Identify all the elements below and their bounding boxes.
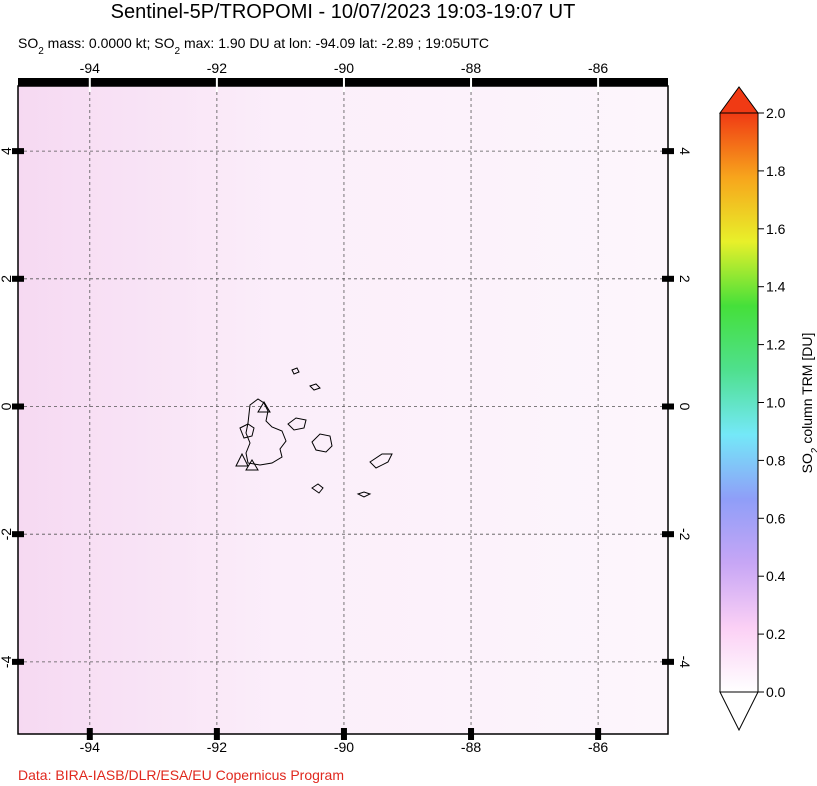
colorbar-tick-label: 1.0 xyxy=(766,395,786,411)
colorbar-tick-label: 1.4 xyxy=(766,279,786,295)
y-tick-label: 0 xyxy=(0,402,14,410)
y-tick-label: -2 xyxy=(0,528,14,541)
x-tick-label: -94 xyxy=(80,60,100,76)
y-tick-label: 2 xyxy=(677,275,693,283)
x-tick-label: -90 xyxy=(334,739,354,755)
plot xyxy=(18,86,668,734)
x-tick-label: -94 xyxy=(80,739,100,755)
subtitle-part: SO xyxy=(18,35,38,51)
chart-title: Sentinel-5P/TROPOMI - 10/07/2023 19:03-1… xyxy=(111,1,576,23)
x-tick-label: -88 xyxy=(461,739,481,755)
y-tick-label: 0 xyxy=(677,403,693,411)
y-tick-label: -4 xyxy=(0,655,14,668)
colorbar-tick-label: 0.0 xyxy=(766,684,786,700)
subtitle: SO2 mass: 0.0000 kt; SO2 max: 1.90 DU at… xyxy=(18,35,489,57)
colorbar-under xyxy=(719,691,759,732)
colorbar-label-part: SO xyxy=(799,453,815,473)
colorbar-tick-label: 0.4 xyxy=(766,568,786,584)
colorbar-over xyxy=(719,86,759,114)
y-tick-label: 4 xyxy=(0,147,14,155)
x-tick-label: -86 xyxy=(588,739,608,755)
subtitle-part: 2 xyxy=(38,46,44,57)
colorbar-tick-label: 2.0 xyxy=(766,105,786,121)
y-tick-label: 2 xyxy=(0,275,14,283)
islands xyxy=(235,367,393,498)
subtitle-part: max: 1.90 DU at lon: -94.09 lat: -2.89 ;… xyxy=(180,35,489,51)
colorbar-tick-label: 1.2 xyxy=(766,337,786,353)
colorbar-tick-label: 1.6 xyxy=(766,221,786,237)
x-tick-label: -92 xyxy=(207,739,227,755)
x-tick-label: -92 xyxy=(207,60,227,76)
colorbar-tick-label: 0.2 xyxy=(766,626,786,642)
credit: Data: BIRA-IASB/DLR/ESA/EU Copernicus Pr… xyxy=(18,767,344,783)
colorbar-label-part: column TRM [DU] xyxy=(799,333,815,448)
y-tick-label: -4 xyxy=(677,656,693,669)
colorbar-label-part: 2 xyxy=(810,447,817,453)
map-area xyxy=(18,86,668,734)
colorbar-tick-label: 1.8 xyxy=(766,163,786,179)
x-tick-label: -88 xyxy=(461,60,481,76)
colorbar-label: SO2 column TRM [DU] xyxy=(799,333,817,474)
colorbar-tick-label: 0.6 xyxy=(766,510,786,526)
y-tick-label: 4 xyxy=(677,147,693,155)
x-tick-label: -86 xyxy=(588,60,608,76)
colorbar xyxy=(719,112,759,693)
subtitle-part: 2 xyxy=(175,46,181,57)
y-tick-label: -2 xyxy=(677,528,693,541)
x-tick-label: -90 xyxy=(334,60,354,76)
colorbar-tick-label: 0.8 xyxy=(766,452,786,468)
subtitle-part: mass: 0.0000 kt; SO xyxy=(44,35,175,51)
